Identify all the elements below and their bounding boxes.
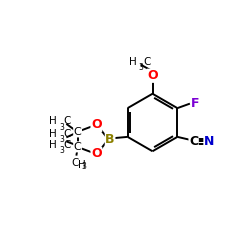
Text: C: C: [189, 135, 198, 148]
Text: 3: 3: [81, 162, 86, 170]
Text: C: C: [71, 158, 78, 168]
Text: N: N: [204, 135, 214, 148]
Text: O: O: [147, 69, 158, 82]
Text: 3: 3: [59, 136, 64, 144]
Text: C: C: [63, 140, 70, 150]
Text: H: H: [48, 140, 56, 150]
Text: C: C: [63, 129, 70, 139]
Text: O: O: [91, 147, 102, 160]
Text: H: H: [48, 129, 56, 139]
Text: 3: 3: [59, 123, 64, 132]
Text: C: C: [63, 116, 70, 126]
Text: H: H: [78, 160, 85, 170]
Text: C: C: [74, 127, 82, 137]
Text: H: H: [128, 56, 136, 66]
Text: C: C: [143, 56, 150, 66]
Text: O: O: [91, 118, 102, 132]
Text: B: B: [105, 133, 115, 146]
Text: H: H: [48, 116, 56, 126]
Text: 3: 3: [59, 146, 64, 156]
Text: C: C: [74, 142, 82, 152]
Text: F: F: [191, 97, 200, 110]
Text: 3: 3: [138, 64, 143, 72]
